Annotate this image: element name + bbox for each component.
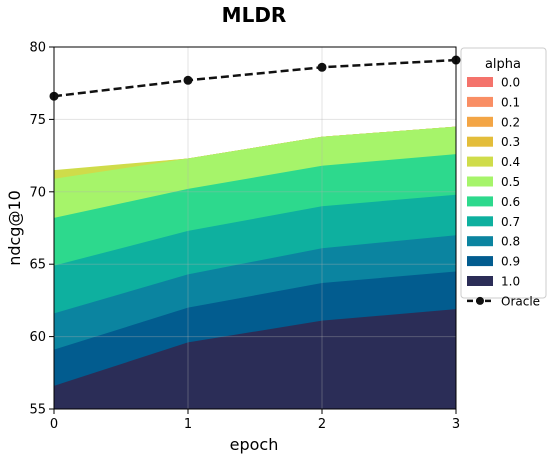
y-tick-label: 70 (29, 185, 46, 200)
legend-label-0.4: 0.4 (501, 155, 520, 169)
legend-label-0.9: 0.9 (501, 255, 520, 269)
legend-label-0.8: 0.8 (501, 235, 520, 249)
legend-swatch-0.8 (467, 236, 493, 247)
legend-swatch-0.6 (467, 196, 493, 207)
plot-frame (53, 46, 457, 410)
legend-label-0.2: 0.2 (501, 115, 520, 129)
oracle-line-group (49, 55, 461, 101)
oracle-point (317, 62, 327, 72)
legend-label-oracle: Oracle (501, 294, 540, 308)
legend-items: 0.0 0.1 0.2 0.3 0.4 0.5 0.6 0.7 0.8 0.9 1.0 Oracle (467, 76, 540, 308)
y-tick-label: 80 (29, 41, 46, 56)
legend-label-1.0: 1.0 (501, 275, 520, 289)
legend-swatch-0.5 (467, 176, 493, 187)
y-tick-label: 60 (29, 330, 46, 345)
x-axis-ticks: 0 1 2 3 (50, 409, 460, 432)
y-axis-label: ndcg@10 (5, 190, 24, 266)
y-axis-ticks: 55 60 65 70 75 80 (29, 41, 54, 418)
legend-oracle-marker (476, 296, 484, 305)
legend-label-0.5: 0.5 (501, 175, 520, 189)
y-tick-label: 65 (29, 258, 46, 273)
x-axis-label: epoch (230, 435, 279, 454)
legend-swatch-0.4 (467, 156, 493, 167)
legend-swatch-0.9 (467, 256, 493, 267)
legend-swatch-0.2 (467, 116, 493, 127)
legend-label-0.0: 0.0 (501, 76, 520, 90)
legend-label-0.3: 0.3 (501, 135, 520, 149)
legend-swatch-0.0 (467, 77, 493, 87)
oracle-point (183, 75, 193, 85)
legend-label-0.6: 0.6 (501, 195, 520, 209)
x-tick-label: 2 (318, 417, 326, 432)
legend-swatch-1.0 (467, 276, 493, 286)
oracle-line (53, 58, 457, 98)
legend-swatch-0.1 (467, 96, 493, 107)
legend: alpha 0.0 0.1 0.2 0.3 0.4 0.5 0.6 0.7 0.8 0.9 1.0 O… (460, 47, 547, 308)
legend-label-0.7: 0.7 (501, 215, 520, 229)
y-tick-label: 75 (29, 113, 46, 128)
legend-swatch-0.7 (467, 216, 493, 227)
plot-area (54, 126, 456, 409)
y-tick-label: 55 (29, 403, 46, 418)
legend-label-0.1: 0.1 (501, 95, 520, 109)
area-alpha-1.0 (54, 309, 456, 409)
x-tick-label: 3 (452, 417, 460, 432)
chart-title: MLDR (222, 3, 287, 27)
x-tick-label: 1 (184, 417, 192, 432)
legend-title: alpha (485, 57, 521, 72)
legend-box (460, 47, 547, 299)
legend-swatch-0.3 (467, 136, 493, 147)
x-tick-label: 0 (50, 417, 58, 432)
